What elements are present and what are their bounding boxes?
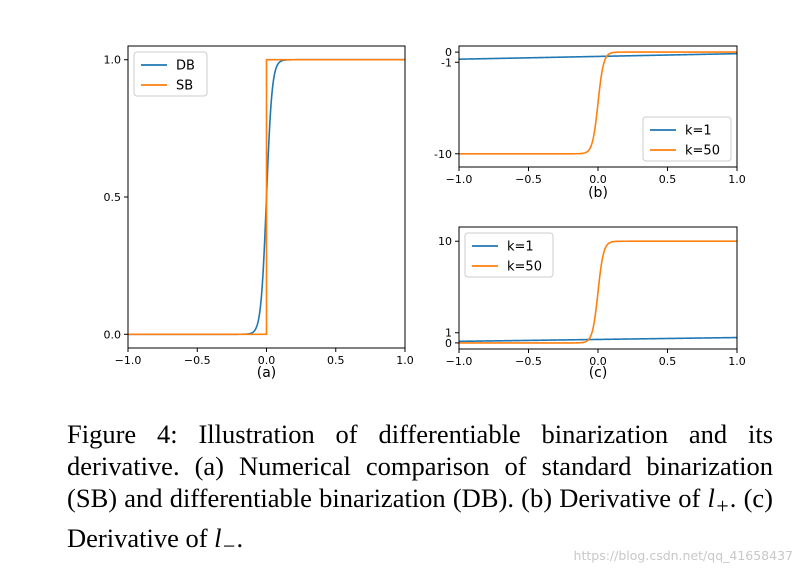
chart-b-ytick-label: -1 — [441, 56, 452, 69]
chart-c-ytick-label: 10 — [438, 235, 452, 248]
chart-b-sublabel: (b) — [588, 185, 608, 201]
chart-a-sublabel: (a) — [257, 365, 277, 381]
watermark-url: https://blog.csdn.net/qq_41658437 — [573, 548, 793, 563]
chart-c-xtick-label: −1.0 — [446, 355, 473, 368]
chart-c-xtick-label: −0.5 — [515, 355, 542, 368]
caption-text-1: Illustration of differentiable binarizat… — [67, 419, 774, 513]
chart-b-xtick-label: 0.0 — [589, 173, 607, 186]
chart-a-legend-label: DB — [176, 59, 195, 74]
chart-c-ytick-label: 1 — [445, 327, 452, 340]
chart-b-xtick-label: 0.5 — [659, 173, 677, 186]
chart-c-legend: k=1 k=50 — [464, 232, 554, 278]
chart-b-xtick-label: −1.0 — [446, 173, 473, 186]
chart-b-xtick-label: 1.0 — [728, 173, 746, 186]
chart-b-legend-label: k=50 — [685, 144, 720, 159]
math-l-plus: l+ — [707, 483, 730, 518]
chart-c-series-k-1-line — [459, 336, 737, 343]
chart-c-legend-label: k=1 — [507, 240, 534, 255]
chart-b-xtick-label: −0.5 — [515, 173, 542, 186]
chart-a-xtick-label: 0.0 — [258, 354, 276, 367]
chart-c-ytick-label: 0 — [445, 337, 452, 350]
math-l-plus-sub: + — [714, 493, 730, 519]
chart-a-xtick-label: −1.0 — [115, 354, 142, 367]
chart-a-series-sb-line — [128, 58, 405, 336]
figure-caption: Figure 4: Illustration of differentiable… — [67, 418, 773, 563]
figure-4-charts: −1.0 −0.5 0.0 0.5 1.0 0.0 0.5 1.0 (a) DB SB −1.0 −0.… — [104, 45, 746, 381]
chart-b-legend-label: k=1 — [685, 124, 712, 139]
chart-b-series-k-1-line — [459, 52, 737, 60]
chart-b-legend: k=1 k=50 — [642, 116, 732, 162]
chart-a-xtick-label: 1.0 — [396, 354, 414, 367]
chart-a-legend: DB SB — [133, 51, 208, 97]
chart-c-sublabel: (c) — [589, 365, 608, 381]
chart-a-legend-box — [133, 51, 208, 97]
chart-c: −1.0 −0.5 0.0 0.5 1.0 01 10 (c) k=1 k=50 — [438, 226, 746, 381]
caption-text-3: . — [236, 523, 244, 554]
chart-c-xtick-label: 1.0 — [728, 355, 746, 368]
chart-a-legend-label: SB — [176, 79, 193, 94]
chart-c-series-k-50-line — [459, 240, 737, 344]
chart-a-xtick-label: −0.5 — [184, 354, 211, 367]
chart-b-ytick-label: 0 — [445, 46, 452, 59]
chart-a-ytick-label: 0.0 — [104, 328, 122, 341]
chart-b: −1.0 −0.5 0.0 0.5 1.0 0-1 -10 (b) k=1 k=50 — [434, 45, 746, 201]
math-l-minus-base: l — [214, 523, 222, 554]
chart-a-xtick-label: 0.5 — [327, 354, 345, 367]
figure-label: Figure 4: — [67, 419, 178, 449]
math-l-minus: l− — [214, 523, 236, 558]
chart-c-xtick-label: 0.5 — [659, 355, 677, 368]
caption-text-2: . (c) Derivative of — [67, 483, 773, 554]
chart-a-ytick-label: 0.5 — [104, 191, 122, 204]
chart-b-series-k-50-line — [459, 51, 737, 155]
math-l-minus-sub: − — [221, 533, 237, 559]
chart-a: −1.0 −0.5 0.0 0.5 1.0 0.0 0.5 1.0 (a) DB SB — [104, 45, 414, 381]
chart-c-legend-label: k=50 — [507, 260, 542, 275]
math-l-plus-base: l — [707, 483, 715, 513]
chart-b-ytick-label: -10 — [434, 148, 452, 161]
chart-c-xtick-label: 0.0 — [589, 355, 607, 368]
chart-a-ytick-label: 1.0 — [104, 54, 122, 67]
